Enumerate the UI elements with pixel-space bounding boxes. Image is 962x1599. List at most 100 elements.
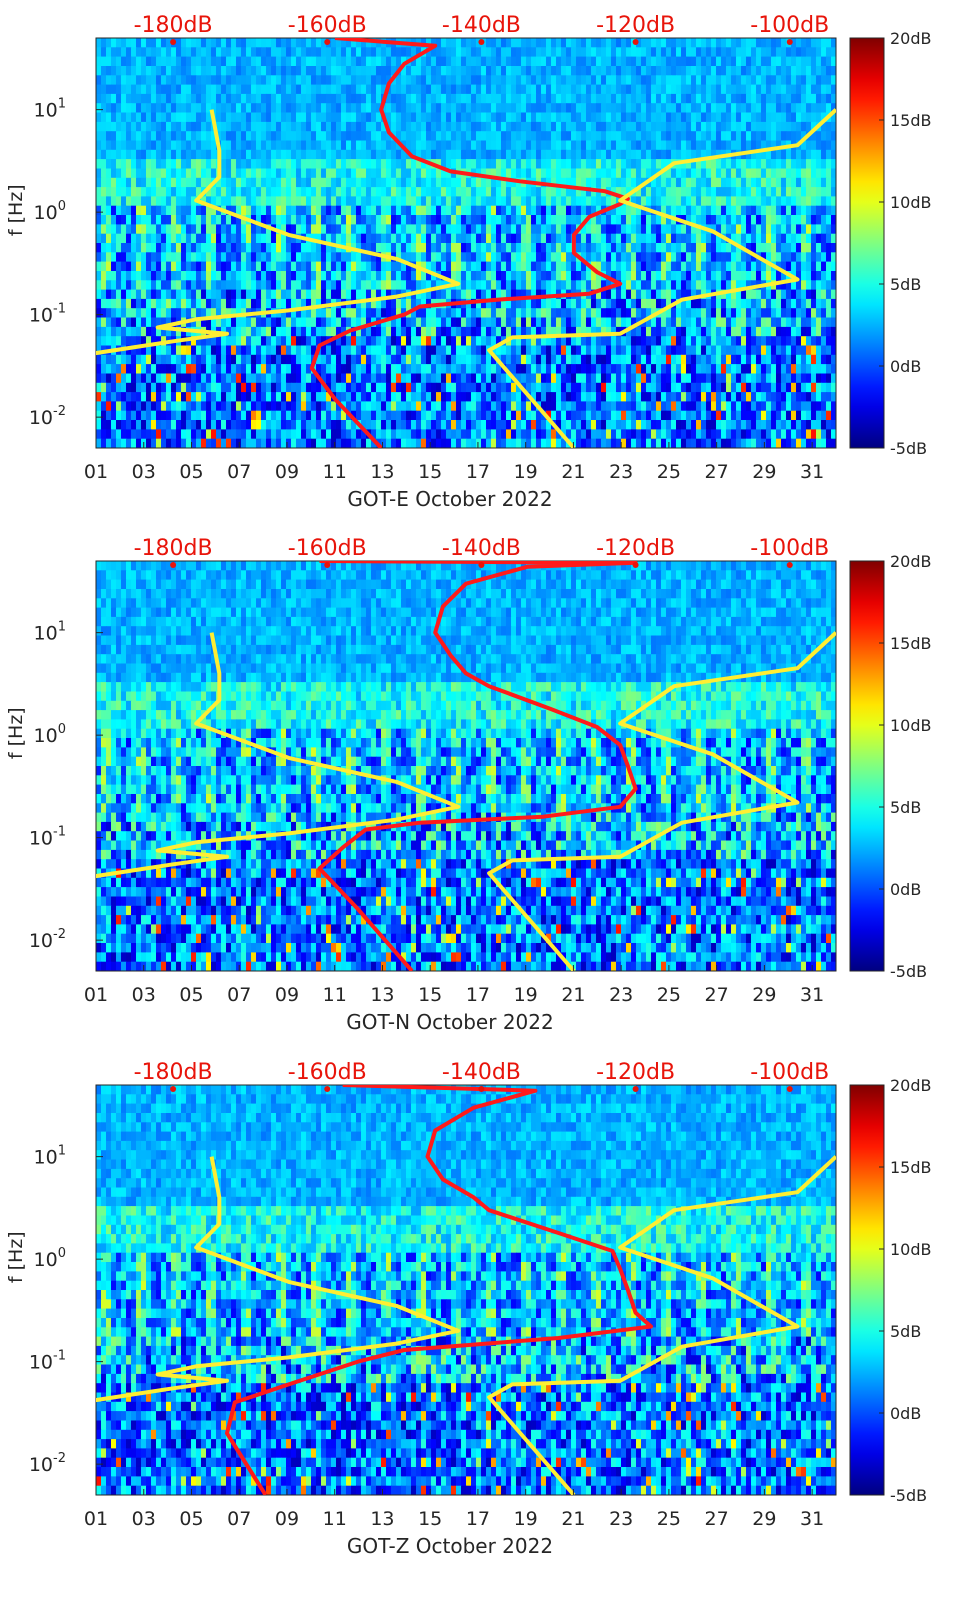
top-axis-label: -120dB — [596, 13, 675, 38]
series-line — [487, 108, 836, 448]
x-tick-label: 17 — [466, 984, 490, 1006]
colorbar: 20dB 15dB 10dB 5dB 0dB -5dB — [849, 29, 932, 458]
x-tick-label: 09 — [275, 461, 299, 483]
colorbar-gradient — [849, 37, 885, 449]
colorbar-tick-label: 10dB — [890, 716, 932, 735]
colorbar-tick-label: -5dB — [890, 962, 927, 981]
heatmap — [96, 38, 836, 448]
y-tick-label: 10-1 — [29, 825, 66, 850]
top-axis-label: -120dB — [596, 536, 675, 561]
y-tick-label: 10-2 — [29, 927, 66, 952]
colorbar-tick-label: 0dB — [890, 880, 921, 899]
x-tick-label: 03 — [132, 984, 156, 1006]
x-tick-label: 17 — [466, 461, 490, 483]
colorbar-tick-label: 5dB — [890, 275, 921, 294]
x-tick-label: 25 — [657, 1508, 681, 1530]
x-tick-label: 09 — [275, 984, 299, 1006]
x-tick-label: 15 — [418, 1508, 442, 1530]
x-tick-label: 31 — [800, 984, 824, 1006]
x-tick-label: 19 — [514, 1508, 538, 1530]
top-axis-tick — [786, 562, 793, 568]
x-tick-label: 29 — [752, 984, 776, 1006]
top-axis-label: -160dB — [288, 536, 367, 561]
series-line — [96, 109, 461, 356]
top-axis-tick — [632, 562, 639, 568]
x-tick-label: 29 — [752, 461, 776, 483]
top-axis-label: -100dB — [750, 1060, 829, 1085]
x-tick-label: 05 — [179, 984, 203, 1006]
x-tick-label: 23 — [609, 1508, 633, 1530]
series-line — [96, 1156, 461, 1403]
top-axis-label: -140dB — [442, 1060, 521, 1085]
top-axis-label: -100dB — [750, 536, 829, 561]
series-line — [225, 1085, 653, 1495]
x-axis-label: GOT-E October 2022 — [347, 487, 552, 511]
x-tick-label: 29 — [752, 1508, 776, 1530]
x-tick-label: 31 — [800, 1508, 824, 1530]
x-tick-label: 27 — [705, 461, 729, 483]
x-tick-label: 25 — [657, 984, 681, 1006]
top-axis-label: -160dB — [288, 13, 367, 38]
x-tick-label: 13 — [370, 461, 394, 483]
x-tick-label: 11 — [323, 461, 347, 483]
y-axis-label: f [Hz] — [5, 184, 27, 236]
colorbar-tick-label: 20dB — [890, 29, 932, 48]
top-axis-tick — [786, 1086, 793, 1092]
series-line — [487, 631, 836, 971]
series-line — [487, 1155, 836, 1495]
x-tick-label: 21 — [561, 1508, 585, 1530]
x-tick-label: 07 — [227, 984, 251, 1006]
colorbar-tick-label: 15dB — [890, 1158, 932, 1177]
top-axis-label: -180dB — [134, 13, 213, 38]
x-tick-label: 01 — [84, 461, 108, 483]
x-tick-label: 15 — [418, 461, 442, 483]
top-axis-tick — [478, 1086, 485, 1092]
x-tick-label: 11 — [323, 1508, 347, 1530]
top-axis-tick — [786, 39, 793, 45]
y-tick-label: 101 — [34, 620, 66, 645]
plot-frame — [95, 1084, 837, 1496]
top-axis-label: -160dB — [288, 1060, 367, 1085]
top-axis-label: -140dB — [442, 13, 521, 38]
top-axis-tick — [632, 1086, 639, 1092]
series-line — [309, 38, 630, 448]
top-axis-tick — [170, 1086, 177, 1092]
series-line — [317, 561, 638, 971]
colorbar-gradient — [849, 560, 885, 972]
y-tick-label: 10-2 — [29, 404, 66, 429]
top-axis-tick — [170, 39, 177, 45]
top-axis-tick — [478, 562, 485, 568]
x-tick-label: 23 — [609, 461, 633, 483]
y-tick-label: 10-2 — [29, 1451, 66, 1476]
y-tick-label: 100 — [34, 1246, 66, 1271]
y-tick-label: 10-1 — [29, 1349, 66, 1374]
spectrogram-panel: 01 03 05 07 09 11 13 15 17 19 21 23 25 27 29 31 GOT-N Oc… — [5, 536, 932, 1034]
x-tick-label: 21 — [561, 461, 585, 483]
x-tick-label: 03 — [132, 461, 156, 483]
colorbar-tick-label: 10dB — [890, 1240, 932, 1259]
top-axis-label: -120dB — [596, 1060, 675, 1085]
x-tick-label: 07 — [227, 461, 251, 483]
heatmap — [96, 561, 836, 971]
x-axis-label: GOT-Z October 2022 — [347, 1534, 553, 1558]
series-line — [96, 632, 461, 879]
top-axis-label: -180dB — [134, 536, 213, 561]
y-axis-label: f [Hz] — [5, 707, 27, 759]
x-tick-label: 01 — [84, 1508, 108, 1530]
x-tick-label: 03 — [132, 1508, 156, 1530]
top-axis-tick — [324, 1086, 331, 1092]
top-axis-label: -180dB — [134, 1060, 213, 1085]
x-tick-label: 27 — [705, 984, 729, 1006]
x-tick-label: 11 — [323, 984, 347, 1006]
top-axis-label: -100dB — [750, 13, 829, 38]
x-axis-label: GOT-N October 2022 — [346, 1010, 553, 1034]
colorbar-tick-label: 15dB — [890, 634, 932, 653]
colorbar-gradient — [849, 1084, 885, 1496]
heatmap — [96, 1085, 836, 1495]
colorbar-tick-label: 15dB — [890, 111, 932, 130]
top-axis-tick — [478, 39, 485, 45]
top-axis-tick — [170, 562, 177, 568]
spectrogram-panel: 01 03 05 07 09 11 13 15 17 19 21 23 25 27 29 31 GOT-Z Oc… — [5, 1060, 932, 1558]
x-tick-label: 25 — [657, 461, 681, 483]
